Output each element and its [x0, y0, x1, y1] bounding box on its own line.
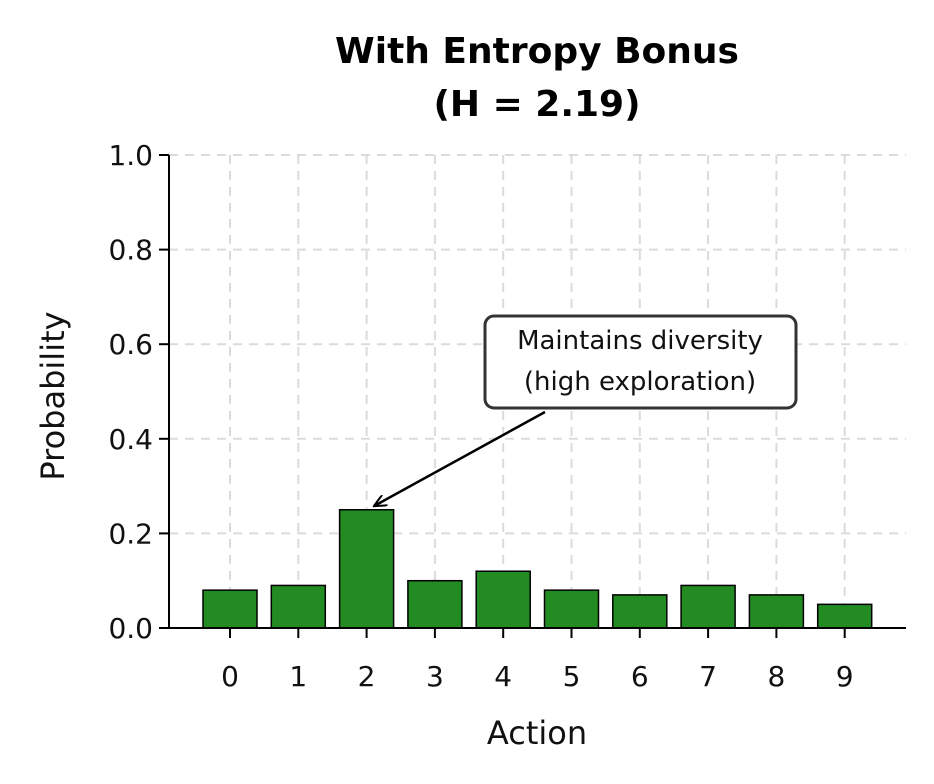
- annotation-text-line2: (high exploration): [524, 367, 756, 397]
- x-tick-label: 5: [563, 660, 581, 693]
- bar: [202, 589, 258, 629]
- bar: [543, 589, 600, 629]
- y-axis-label: Probability: [34, 311, 72, 480]
- y-tick-label: 0.0: [108, 612, 153, 645]
- bar-series: [202, 509, 873, 629]
- bar: [270, 584, 327, 629]
- annotation: Maintains diversity (high exploration): [375, 314, 798, 506]
- x-tick-label: 2: [358, 660, 376, 693]
- x-tick-label: 6: [631, 660, 649, 693]
- bar: [338, 509, 395, 629]
- annotation-box: [483, 314, 798, 410]
- y-tick-label: 0.8: [108, 234, 153, 267]
- x-tick-label: 0: [221, 660, 239, 693]
- x-tick-label: 4: [494, 660, 512, 693]
- bar: [748, 594, 805, 629]
- bar: [475, 570, 531, 629]
- bar: [680, 584, 736, 629]
- y-tick-label: 0.4: [108, 423, 153, 456]
- x-tick-label: 1: [289, 660, 307, 693]
- bar: [816, 603, 873, 629]
- x-tick-label: 3: [426, 660, 444, 693]
- annotation-text-line1: Maintains diversity: [517, 326, 763, 356]
- x-ticks: 0 1 2 3 4 5 6 7 8 9: [221, 628, 854, 693]
- bar: [407, 579, 463, 629]
- axes: [168, 155, 906, 629]
- bar: [612, 594, 668, 629]
- annotation-arrow: [375, 410, 546, 506]
- x-tick-label: 9: [836, 660, 854, 693]
- x-tick-label: 8: [767, 660, 785, 693]
- y-tick-label: 0.2: [108, 517, 153, 550]
- y-tick-label: 0.6: [108, 328, 153, 361]
- y-tick-label: 1.0: [108, 139, 153, 172]
- x-axis-label: Action: [487, 714, 587, 752]
- chart-title: With Entropy Bonus: [335, 31, 739, 72]
- x-tick-label: 7: [699, 660, 717, 693]
- chart-subtitle: (H = 2.19): [433, 84, 640, 125]
- y-ticks: 0.0 0.2 0.4 0.6 0.8 1.0: [108, 139, 169, 645]
